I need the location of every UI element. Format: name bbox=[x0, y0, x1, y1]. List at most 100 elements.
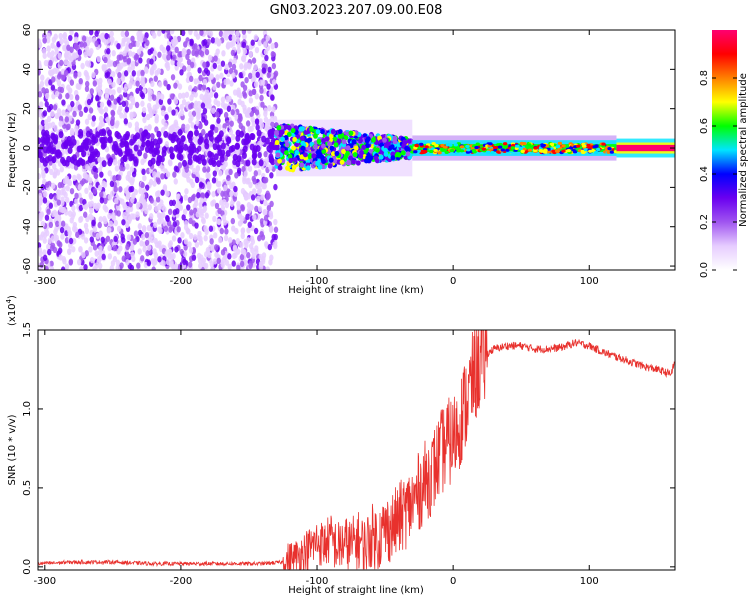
heatmap-cell bbox=[88, 146, 94, 154]
heatmap-cell bbox=[69, 79, 75, 86]
heatmap-cell bbox=[303, 152, 308, 158]
heatmap-cell bbox=[168, 159, 173, 167]
colorbar-tick-label: 0.0 bbox=[699, 262, 710, 278]
heatmap-cell bbox=[116, 96, 121, 103]
heatmap-cell bbox=[149, 58, 154, 65]
heatmap-cell bbox=[98, 115, 104, 123]
heatmap-cell bbox=[138, 187, 143, 195]
heatmap-cell bbox=[538, 149, 544, 153]
heatmap-cell bbox=[205, 69, 211, 77]
heatmap-cell bbox=[38, 199, 43, 206]
heatmap-cell bbox=[230, 144, 236, 152]
heatmap-cell bbox=[228, 237, 233, 244]
heatmap-cell bbox=[75, 94, 80, 101]
heatmap-cell bbox=[113, 148, 119, 156]
heatmap-cell bbox=[582, 144, 587, 148]
heatmap-cell bbox=[229, 120, 234, 127]
heatmap-cell bbox=[83, 222, 89, 230]
heatmap-cell bbox=[87, 93, 92, 100]
heatmap-cell bbox=[52, 137, 58, 145]
heatmap-cell bbox=[189, 38, 194, 46]
spectrogram-y-ticks: -60 -40 -20 0 20 40 60 bbox=[22, 24, 675, 274]
heatmap-cell bbox=[315, 129, 321, 135]
heatmap-cell bbox=[217, 207, 222, 215]
heatmap-cell bbox=[205, 99, 210, 106]
heatmap-cell bbox=[212, 62, 218, 70]
heatmap-cell bbox=[88, 107, 94, 114]
heatmap-cell bbox=[91, 71, 96, 79]
heatmap-cell bbox=[231, 63, 237, 71]
heatmap-cell bbox=[450, 145, 456, 150]
heatmap-cell bbox=[204, 48, 210, 56]
heatmap-cell bbox=[237, 213, 243, 220]
heatmap-cell bbox=[211, 190, 216, 198]
heatmap-cell bbox=[78, 246, 83, 253]
heatmap-cell bbox=[159, 93, 165, 101]
heatmap-cell bbox=[142, 245, 147, 253]
heatmap-cell bbox=[288, 157, 294, 164]
heatmap-cell bbox=[54, 225, 59, 232]
heatmap-cell bbox=[156, 156, 162, 164]
heatmap-cell bbox=[56, 240, 61, 247]
heatmap-cell bbox=[97, 90, 103, 97]
heatmap-cell bbox=[44, 214, 50, 221]
heatmap-cell bbox=[334, 150, 340, 157]
heatmap-cell bbox=[58, 32, 63, 40]
heatmap-cell bbox=[38, 234, 41, 242]
heatmap-cell bbox=[85, 80, 90, 88]
heatmap-cell bbox=[226, 105, 232, 112]
heatmap-cell bbox=[125, 243, 130, 251]
heatmap-cell bbox=[327, 141, 332, 147]
heatmap-cell bbox=[211, 177, 217, 184]
heatmap-cell bbox=[71, 204, 76, 212]
heatmap-cell bbox=[216, 187, 222, 194]
heatmap-cell bbox=[60, 266, 66, 270]
heatmap-cell bbox=[175, 143, 181, 151]
heatmap-cell bbox=[453, 143, 459, 147]
heatmap-cell bbox=[287, 153, 293, 160]
heatmap-cell bbox=[184, 91, 190, 98]
heatmap-cell bbox=[100, 142, 106, 150]
heatmap-cell bbox=[84, 187, 89, 195]
heatmap-cell bbox=[431, 141, 436, 146]
heatmap-cell bbox=[251, 158, 257, 166]
heatmap-cell bbox=[207, 54, 213, 62]
heatmap-cell bbox=[114, 130, 120, 138]
heatmap-cell bbox=[77, 49, 83, 56]
heatmap-cell bbox=[241, 152, 247, 160]
heatmap-cell bbox=[78, 110, 84, 117]
heatmap-cell bbox=[264, 241, 269, 248]
heatmap-cell bbox=[150, 80, 155, 88]
heatmap-cell bbox=[262, 209, 268, 216]
heatmap-cell bbox=[572, 150, 578, 154]
heatmap-cell bbox=[271, 106, 276, 113]
heatmap-cell bbox=[313, 144, 318, 150]
heatmap-cell bbox=[82, 128, 87, 136]
heatmap-cell bbox=[229, 200, 235, 207]
heatmap-cell bbox=[152, 180, 157, 187]
heatmap-cell bbox=[255, 71, 260, 78]
heatmap-cell bbox=[60, 220, 66, 227]
heatmap-cell bbox=[261, 135, 267, 143]
heatmap-cell bbox=[161, 118, 166, 125]
heatmap-cell bbox=[167, 106, 173, 113]
heatmap-cell bbox=[229, 190, 234, 197]
heatmap-cell bbox=[140, 100, 145, 107]
heatmap-cell bbox=[263, 41, 268, 48]
heatmap-cell bbox=[173, 82, 178, 89]
heatmap-cell bbox=[140, 192, 146, 200]
heatmap-cell bbox=[86, 98, 92, 106]
heatmap-cell bbox=[284, 150, 289, 156]
heatmap-cell bbox=[195, 211, 200, 218]
heatmap-cell bbox=[230, 217, 236, 225]
heatmap-cell bbox=[38, 69, 41, 76]
heatmap-cell bbox=[42, 37, 47, 44]
heatmap-cell bbox=[213, 153, 219, 161]
heatmap-cell bbox=[246, 207, 252, 214]
heatmap-cell bbox=[188, 84, 193, 92]
heatmap-cell bbox=[75, 83, 81, 90]
heatmap-cell bbox=[38, 161, 42, 169]
heatmap-cell bbox=[148, 178, 154, 186]
heatmap-cell bbox=[193, 85, 198, 93]
heatmap-cell bbox=[185, 227, 190, 234]
